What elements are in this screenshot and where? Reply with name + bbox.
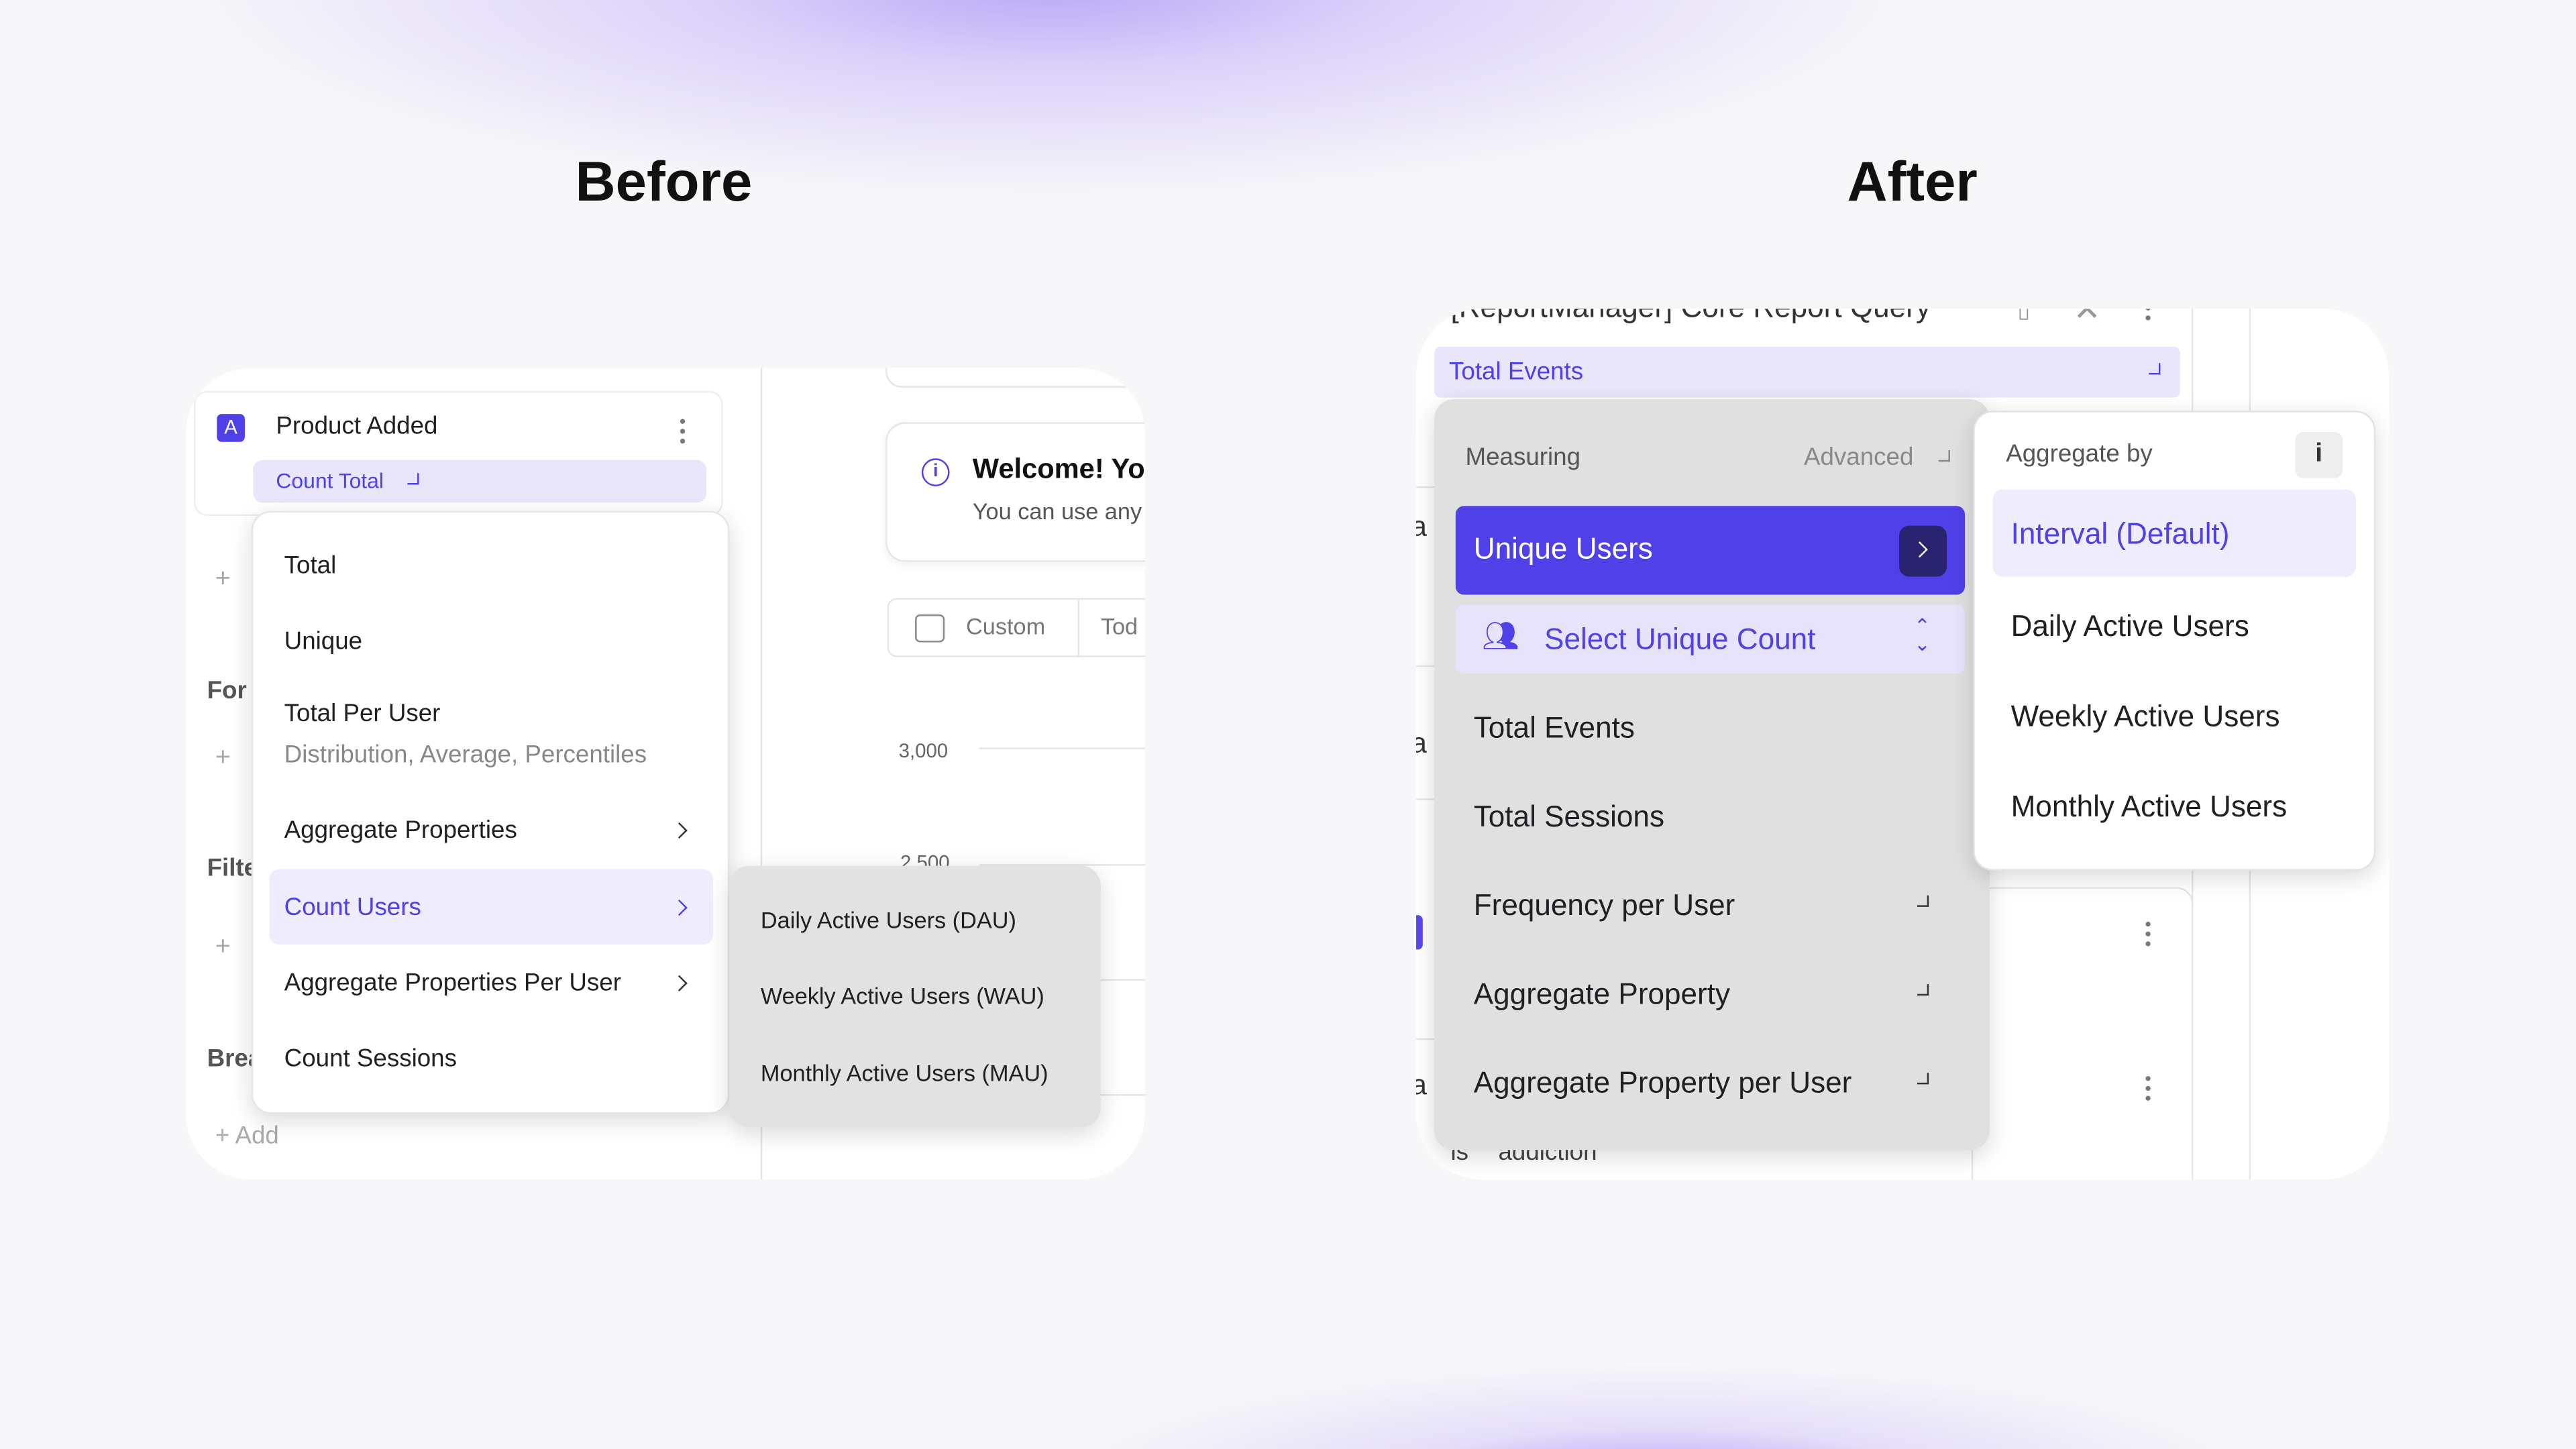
submenu-item-mau[interactable]: Monthly Active Users (MAU)	[760, 1059, 1049, 1086]
series-color-marker	[1416, 915, 1423, 950]
kebab-icon[interactable]	[2145, 1076, 2151, 1106]
chevron-down-icon	[1917, 895, 1929, 907]
row-letter: a	[1416, 1069, 1427, 1102]
menu-item-total[interactable]: Total	[284, 551, 337, 580]
chevron-right-icon	[671, 975, 688, 991]
menu-item-unique-users[interactable]: Unique Users	[1455, 506, 1966, 595]
chevron-right-icon	[671, 899, 688, 916]
welcome-card: i Welcome! Yo You can use any	[885, 422, 1145, 562]
up-down-icon: ⌃ ⌄	[1914, 614, 1931, 656]
info-icon[interactable]: i	[2295, 432, 2343, 478]
kebab-icon[interactable]	[2145, 309, 2151, 325]
aggregate-item-interval[interactable]: Interval (Default)	[1992, 489, 2356, 577]
before-panel: A Product Added Count Total + For + Filt…	[185, 368, 1145, 1180]
chevron-right-button[interactable]	[1899, 525, 1947, 577]
menu-item-frequency-per-user[interactable]: Frequency per User	[1473, 888, 1735, 922]
row-letter: a	[1416, 728, 1427, 761]
chevron-down-icon	[1917, 1073, 1929, 1085]
submenu-item-dau[interactable]: Daily Active Users (DAU)	[760, 906, 1016, 934]
menu-item-count-users[interactable]: Count Users	[269, 869, 713, 945]
event-badge: A	[217, 414, 245, 442]
aggregate-by-menu: Aggregate by i Interval (Default) Daily …	[1973, 411, 2376, 871]
chevron-right-icon	[1911, 541, 1928, 558]
after-panel: [ReportManager] Core Report Query ▯ ✕ To…	[1416, 309, 2389, 1180]
menu-item-total-sessions[interactable]: Total Sessions	[1473, 800, 1664, 833]
menu-item-total-per-user[interactable]: Total Per User	[284, 700, 441, 728]
query-title: [ReportManager] Core Report Query	[1450, 309, 1930, 325]
submenu-item-wau[interactable]: Weekly Active Users (WAU)	[760, 982, 1044, 1009]
measure-menu: Total Unique Total Per User Distribution…	[251, 511, 730, 1114]
measure-label: Total Events	[1449, 358, 1584, 386]
welcome-title: Welcome! Yo	[972, 453, 1145, 485]
custom-button[interactable]: Custom	[966, 612, 1046, 639]
menu-item-aggregate-properties-per-user[interactable]: Aggregate Properties Per User	[284, 969, 621, 998]
advanced-toggle[interactable]: Advanced	[1804, 443, 1914, 472]
select-unique-count[interactable]: 👥︎ Select Unique Count ⌃ ⌄	[1455, 604, 1966, 674]
add-button[interactable]: + Add	[215, 1122, 279, 1150]
add-label: Add	[235, 1122, 279, 1150]
plus-icon[interactable]: +	[215, 933, 231, 961]
after-heading: After	[1847, 151, 1978, 214]
measure-dropdown[interactable]: Total Events	[1434, 346, 2180, 398]
plus-icon[interactable]: +	[215, 744, 231, 773]
users-icon: 👥︎	[1481, 619, 1519, 653]
menu-item-label: Unique Users	[1473, 532, 1653, 566]
chevron-down-icon	[1917, 983, 1929, 996]
menu-item-aggregate-properties[interactable]: Aggregate Properties	[284, 816, 517, 845]
select-label: Select Unique Count	[1544, 623, 1816, 656]
count-users-submenu: Daily Active Users (DAU) Weekly Active U…	[729, 865, 1101, 1128]
measure-label: Count Total	[276, 468, 384, 493]
aggregate-header: Aggregate by	[2006, 440, 2153, 468]
section-label: For	[207, 676, 247, 705]
before-heading: Before	[575, 151, 753, 214]
aggregate-item-monthly[interactable]: Monthly Active Users	[2010, 790, 2288, 823]
section-label: Filte	[207, 854, 258, 883]
chevron-down-icon	[2149, 363, 2161, 375]
chevron-right-icon	[671, 822, 688, 839]
trash-icon[interactable]: ▯	[2017, 309, 2030, 323]
aggregate-item-daily[interactable]: Daily Active Users	[2010, 609, 2249, 643]
calendar-icon	[915, 614, 945, 643]
date-range-buttons: Custom Tod	[887, 598, 1145, 657]
menu-item-unique[interactable]: Unique	[284, 627, 363, 656]
menu-item-label: Count Users	[284, 894, 421, 922]
menu-item-description: Distribution, Average, Percentiles	[284, 741, 647, 769]
event-name[interactable]: Product Added	[276, 412, 438, 441]
close-icon[interactable]: ✕	[2073, 309, 2101, 329]
menu-item-aggregate-property-per-user[interactable]: Aggregate Property per User	[1473, 1066, 1852, 1099]
menu-item-aggregate-property[interactable]: Aggregate Property	[1473, 977, 1731, 1011]
today-button[interactable]: Tod	[1100, 612, 1138, 639]
aggregate-item-weekly[interactable]: Weekly Active Users	[2010, 700, 2280, 733]
info-icon: i	[921, 458, 950, 486]
plus-icon[interactable]: +	[215, 565, 231, 594]
aggregate-item-label: Interval (Default)	[2010, 517, 2230, 551]
menu-item-count-sessions[interactable]: Count Sessions	[284, 1044, 457, 1073]
row-letter: a	[1416, 511, 1427, 544]
chevron-down-icon	[1938, 450, 1950, 462]
kebab-icon[interactable]	[2145, 921, 2151, 951]
kebab-icon[interactable]	[680, 419, 686, 448]
measuring-menu: Measuring Advanced Unique Users 👥︎ Selec…	[1434, 399, 1990, 1150]
measure-dropdown[interactable]: Count Total	[253, 460, 707, 503]
measuring-header: Measuring	[1465, 443, 1581, 472]
menu-item-total-events[interactable]: Total Events	[1473, 711, 1635, 745]
chevron-down-icon	[407, 473, 419, 485]
welcome-body: You can use any	[972, 498, 1142, 525]
y-tick: 3,000	[898, 739, 949, 763]
